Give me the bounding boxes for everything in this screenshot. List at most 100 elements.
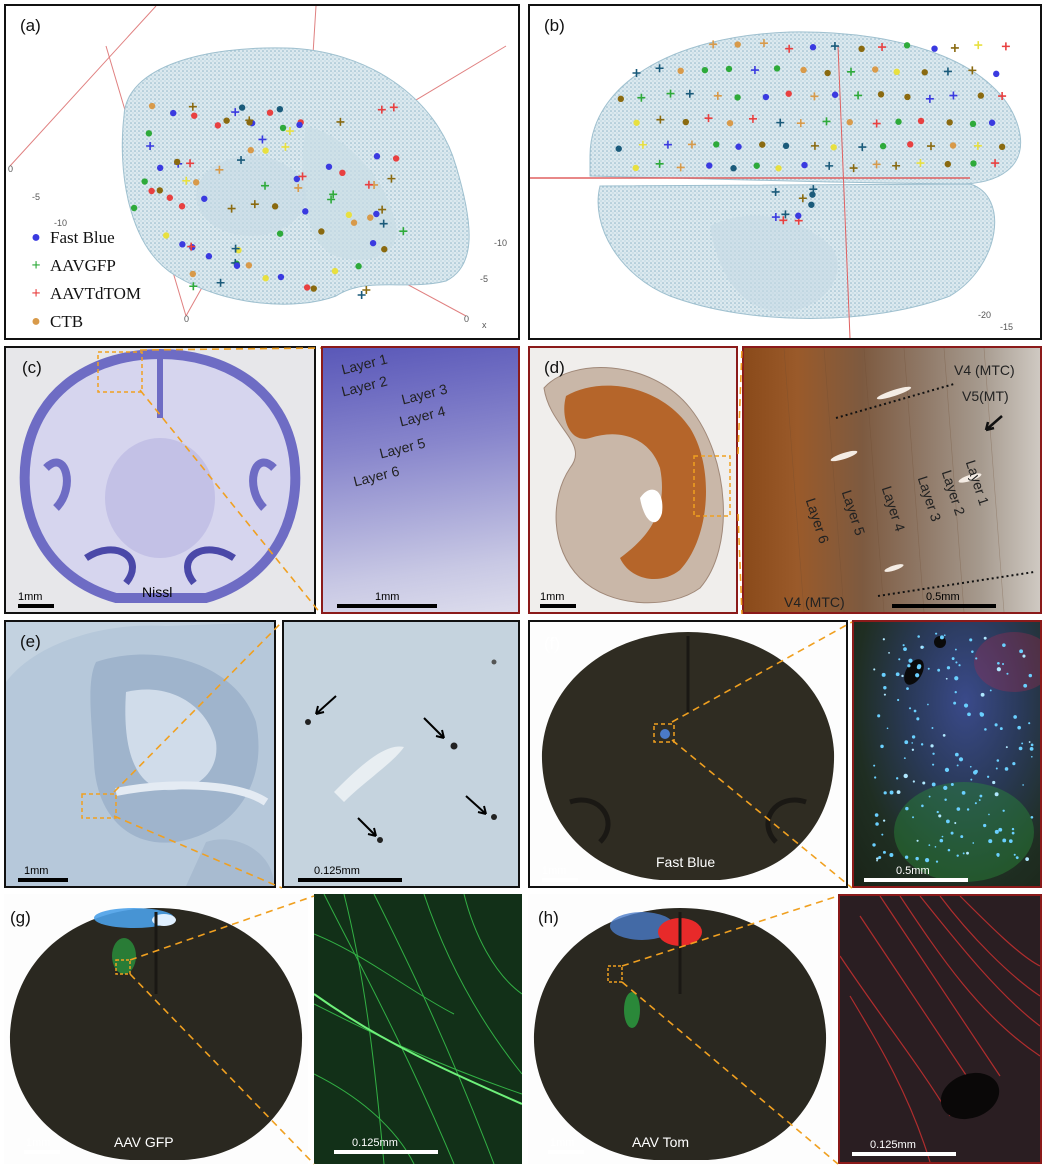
- fast-blue-cell: [958, 664, 961, 667]
- tracer-plus-marker: [281, 142, 290, 151]
- fast-blue-cell: [1001, 663, 1005, 666]
- axis-tick: -20: [978, 310, 992, 320]
- tracer-dot-marker: [262, 147, 269, 154]
- tracer-dot-marker: [970, 160, 977, 167]
- tracer-plus-marker: [231, 108, 240, 117]
- fast-blue-cell: [941, 835, 944, 838]
- scale-bar-label: 1mm: [375, 591, 400, 603]
- tracer-plus-marker: [798, 194, 807, 203]
- tracer-dot-marker: [141, 178, 148, 185]
- fast-blue-cell: [922, 646, 925, 649]
- tracer-dot-marker: [266, 109, 274, 116]
- fast-blue-cell: [915, 673, 920, 678]
- fast-blue-cell: [913, 709, 917, 713]
- fast-blue-cell: [995, 767, 998, 770]
- fast-blue-cell: [927, 703, 929, 706]
- fast-blue-cell: [922, 781, 926, 785]
- tracer-plus-marker: [399, 227, 408, 236]
- fast-blue-cell: [1012, 762, 1016, 766]
- tracer-dot-marker: [800, 66, 807, 74]
- labeled-cells-field: [305, 659, 497, 843]
- fast-blue-cell: [969, 765, 972, 768]
- fast-blue-cell: [874, 813, 879, 817]
- fast-blue-cell: [935, 860, 939, 863]
- scale-bar-label: 1mm: [24, 865, 49, 877]
- fast-blue-cell: [983, 823, 987, 828]
- scale-bar: [864, 878, 968, 882]
- tracer-plus-marker: [748, 114, 757, 123]
- fast-blue-cell: [939, 838, 944, 843]
- tracer-plus-marker: [825, 161, 834, 170]
- area-label: V4 (MTC): [954, 362, 1015, 378]
- tracer-plus-marker: [796, 119, 805, 128]
- tracer-dot-marker: [831, 91, 839, 98]
- axis-tick: 0: [464, 314, 470, 324]
- tracer-plus-marker: [258, 135, 267, 144]
- tracer-dot-marker: [633, 119, 640, 126]
- scale-bar: [540, 604, 576, 608]
- tracer-dot-marker: [795, 212, 802, 219]
- tracer-dot-marker: [238, 104, 246, 111]
- tracer-plus-marker: [872, 119, 881, 128]
- gfp-coronal-section: [9, 908, 303, 1160]
- scale-bar-label: 1mm: [542, 865, 567, 877]
- tracer-plus-marker: [776, 118, 785, 127]
- tracer-dot-marker: [903, 42, 911, 49]
- fast-blue-cell: [898, 658, 901, 661]
- fast-blue-cell: [932, 763, 935, 766]
- fast-blue-cell: [931, 782, 936, 787]
- fast-blue-cell: [904, 855, 909, 859]
- tracer-plus-marker: [809, 185, 818, 194]
- fast-blue-cell: [972, 770, 978, 775]
- fast-blue-cell: [946, 666, 951, 670]
- tracer-plus-marker: [378, 205, 387, 214]
- fast-blue-cell: [980, 692, 985, 697]
- fast-blue-cell: [960, 835, 964, 839]
- tracer-dot-marker: [325, 163, 333, 170]
- legend-item: ● Fast Blue: [28, 224, 141, 252]
- tracer-plus-marker: [704, 114, 713, 123]
- tracer-dot-marker: [713, 141, 720, 148]
- fast-blue-cell: [873, 668, 876, 671]
- tracer-plus-marker: [926, 142, 935, 151]
- fast-blue-cell: [996, 759, 1000, 762]
- fast-blue-cell: [905, 806, 909, 811]
- tracer-plus-marker: [878, 43, 887, 52]
- tracer-dot-marker: [946, 119, 953, 126]
- tracer-plus-marker: [231, 244, 240, 253]
- fast-blue-cell: [994, 829, 999, 834]
- tracer-dot-marker: [166, 194, 174, 201]
- fast-blue-cell: [954, 676, 959, 681]
- fast-blue-cell: [932, 752, 935, 755]
- fast-blue-cell: [943, 785, 948, 790]
- fast-blue-cell: [901, 674, 904, 678]
- tracer-plus-marker: [713, 91, 722, 100]
- scale-bar: [18, 878, 68, 882]
- fast-blue-cell: [934, 846, 937, 848]
- tracer-plus-marker: [925, 94, 934, 103]
- tracer-plus-marker: [822, 117, 831, 126]
- scale-bar-label: 1mm: [26, 1137, 51, 1149]
- axis-tick: -5: [32, 192, 41, 202]
- tracer-plus-marker: [781, 210, 790, 219]
- tracer-dot-marker: [173, 158, 181, 166]
- axis-tick: -10: [494, 238, 508, 248]
- area-label: V5(MT): [962, 388, 1009, 404]
- fast-blue-cell: [889, 790, 894, 795]
- fast-blue-cell: [947, 848, 951, 852]
- tracer-plus-marker: [389, 103, 398, 112]
- fast-blue-cell: [928, 844, 931, 847]
- tracer-dot-marker: [944, 160, 952, 168]
- fast-blue-cell: [1030, 755, 1033, 758]
- tracer-dot-marker: [148, 187, 155, 195]
- fast-blue-cell: [983, 636, 987, 640]
- fast-blue-cell: [1002, 838, 1007, 843]
- fast-blue-cell: [896, 790, 901, 795]
- tracer-dot-marker: [279, 124, 287, 132]
- fast-blue-cell: [881, 833, 884, 836]
- tracer-dot-marker: [373, 210, 380, 218]
- tracer-plus-marker: [364, 180, 373, 189]
- fast-blue-cell: [939, 635, 944, 640]
- fast-blue-cell: [875, 822, 879, 826]
- tracer-plus-marker: [974, 41, 983, 50]
